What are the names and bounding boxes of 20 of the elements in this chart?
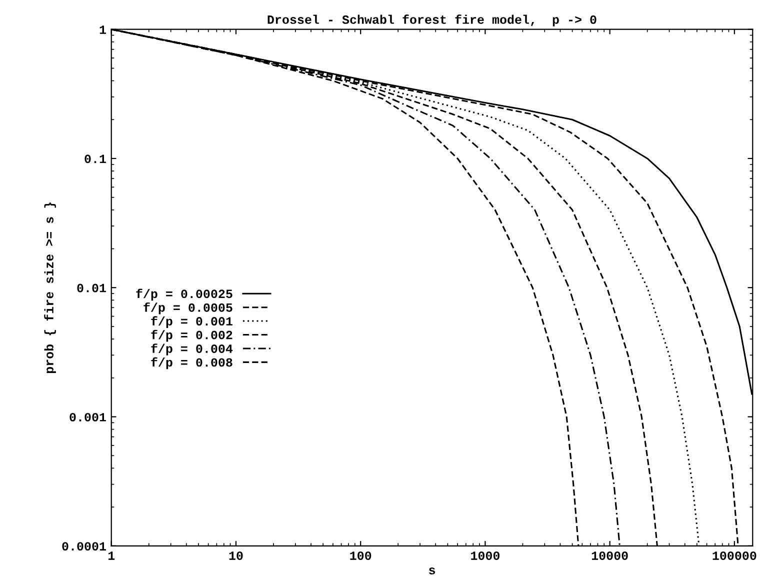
x-tick-label: 1000 xyxy=(471,551,500,560)
y-tick-label: 0.0001 xyxy=(62,542,106,551)
legend-label: f/p = 0.00025 xyxy=(136,288,232,301)
x-tick-label: 100000 xyxy=(712,551,756,560)
y-tick-label: 0.1 xyxy=(84,154,106,164)
y-tick-label: 1 xyxy=(100,26,106,34)
y-axis-title: prob { fire size >= s } xyxy=(44,202,56,374)
legend-label: f/p = 0.001 xyxy=(151,316,232,328)
legend-label: f/p = 0.004 xyxy=(151,344,233,356)
x-tick-label: 10 xyxy=(229,551,243,560)
y-tick-label: 0.001 xyxy=(70,412,106,422)
x-axis-title: s xyxy=(428,568,435,574)
legend-label: f/p = 0.008 xyxy=(151,357,232,370)
legend-label: f/p = 0.0005 xyxy=(144,302,232,314)
chart-title: Drossel - Schwabl forest fire model, p -> 0 xyxy=(268,14,596,26)
x-tick-label: 1 xyxy=(108,552,115,560)
legend-label: f/p = 0.002 xyxy=(151,330,232,342)
x-tick-label: 10000 xyxy=(592,551,628,560)
y-tick-label: 0.01 xyxy=(77,284,106,292)
x-tick-label: 100 xyxy=(350,551,372,560)
